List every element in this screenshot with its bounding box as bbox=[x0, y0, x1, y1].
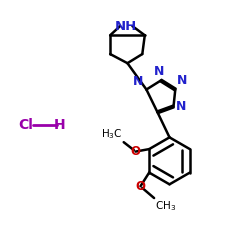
Text: N: N bbox=[133, 75, 144, 88]
Text: O: O bbox=[130, 145, 140, 158]
Text: H$_3$C: H$_3$C bbox=[101, 127, 122, 141]
Text: N: N bbox=[176, 100, 186, 113]
Text: H: H bbox=[54, 118, 65, 132]
Text: Cl: Cl bbox=[19, 118, 34, 132]
Text: N: N bbox=[177, 74, 187, 87]
Text: N: N bbox=[154, 65, 164, 78]
Text: NH: NH bbox=[115, 20, 137, 32]
Text: O: O bbox=[136, 180, 145, 193]
Text: CH$_3$: CH$_3$ bbox=[155, 199, 176, 213]
